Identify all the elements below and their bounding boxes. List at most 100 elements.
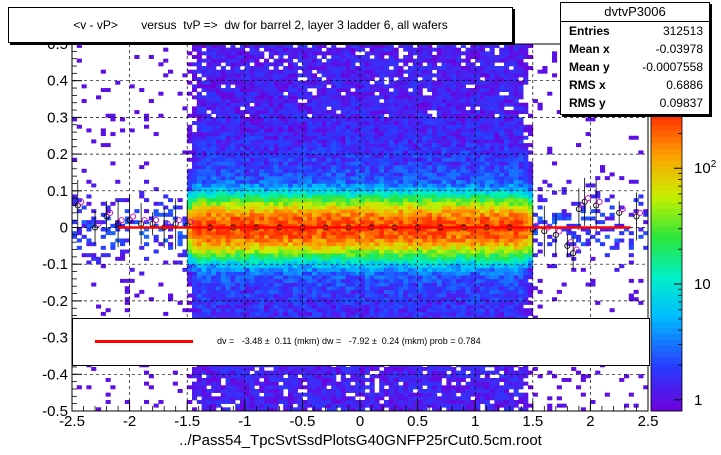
density-cell: [417, 407, 423, 412]
density-cell: [388, 227, 394, 232]
density-cell: [408, 231, 414, 236]
density-cell: [100, 311, 106, 316]
density-cell: [384, 278, 390, 283]
density-cell: [388, 102, 394, 107]
density-cell: [268, 146, 274, 151]
density-cell: [398, 161, 404, 166]
density-cell: [412, 216, 418, 221]
density-cell: [288, 194, 294, 199]
density-cell: [364, 399, 370, 404]
density-cell: [240, 392, 246, 397]
density-cell: [417, 88, 423, 93]
density-cell: [268, 62, 274, 67]
density-cell: [398, 88, 404, 93]
density-cell: [225, 190, 231, 195]
density-cell: [340, 370, 346, 375]
density-cell: [244, 293, 250, 298]
density-cell: [292, 62, 298, 67]
density-cell: [254, 407, 260, 412]
density-cell: [403, 275, 409, 280]
density-cell: [312, 245, 318, 250]
density-cell: [388, 282, 394, 287]
density-cell: [187, 260, 193, 265]
density-cell: [360, 44, 366, 48]
density-cell: [144, 198, 150, 203]
density-cell: [278, 370, 284, 375]
density-cell: [144, 179, 150, 184]
density-cell: [302, 278, 308, 283]
density-cell: [187, 51, 193, 56]
density-cell: [292, 388, 298, 393]
density-cell: [307, 260, 313, 265]
density-cell: [283, 311, 289, 316]
density-cell: [312, 95, 318, 100]
density-cell: [417, 91, 423, 96]
density-cell: [230, 216, 236, 221]
density-cell: [374, 187, 380, 192]
density-cell: [288, 198, 294, 203]
density-cell: [216, 73, 222, 78]
density-cell: [124, 198, 130, 203]
density-cell: [192, 209, 198, 214]
density-cell: [312, 238, 318, 243]
density-cell: [417, 62, 423, 67]
density-cell: [417, 58, 423, 63]
density-cell: [216, 80, 222, 85]
density-cell: [336, 234, 342, 239]
density-cell: [321, 220, 327, 225]
density-cell: [412, 91, 418, 96]
density-cell: [403, 143, 409, 148]
density-cell: [244, 227, 250, 232]
density-cell: [369, 44, 375, 48]
density-cell: [292, 150, 298, 155]
density-cell: [268, 289, 274, 294]
density-cell: [398, 403, 404, 408]
density-cell: [316, 381, 322, 386]
density-cell: [345, 249, 351, 254]
density-cell: [264, 381, 270, 386]
density-cell: [259, 165, 265, 170]
density-cell: [374, 55, 380, 59]
density-cell: [273, 209, 279, 214]
density-cell: [196, 260, 202, 265]
density-cell: [316, 51, 322, 56]
density-cell: [268, 271, 274, 276]
density-cell: [316, 168, 322, 173]
density-cell: [244, 311, 250, 316]
density-cell: [283, 238, 289, 243]
density-cell: [211, 176, 217, 181]
density-cell: [360, 172, 366, 177]
density-cell: [336, 231, 342, 236]
density-cell: [355, 198, 361, 203]
density-cell: [331, 80, 337, 85]
density-cell: [278, 110, 284, 115]
density-cell: [316, 132, 322, 137]
density-cell: [307, 216, 313, 221]
density-cell: [326, 113, 332, 118]
density-cell: [220, 267, 226, 272]
density-cell: [259, 113, 265, 118]
density-cell: [307, 315, 313, 320]
density-cell: [345, 44, 351, 48]
density-cell: [408, 135, 414, 140]
density-cell: [230, 128, 236, 133]
density-cell: [302, 194, 308, 199]
density-cell: [211, 139, 217, 144]
density-cell: [360, 73, 366, 78]
density-cell: [388, 124, 394, 129]
density-cell: [398, 297, 404, 302]
density-cell: [331, 231, 337, 236]
density-cell: [225, 275, 231, 280]
density-cell: [216, 91, 222, 96]
density-cell: [192, 146, 198, 151]
density-cell: [302, 245, 308, 250]
density-cell: [321, 256, 327, 261]
density-cell: [307, 124, 313, 129]
density-cell: [264, 377, 270, 382]
density-cell: [211, 403, 217, 408]
density-cell: [196, 227, 202, 232]
density-cell: [273, 267, 279, 272]
density-cell: [254, 132, 260, 137]
density-cell: [360, 110, 366, 115]
density-cell: [412, 245, 418, 250]
